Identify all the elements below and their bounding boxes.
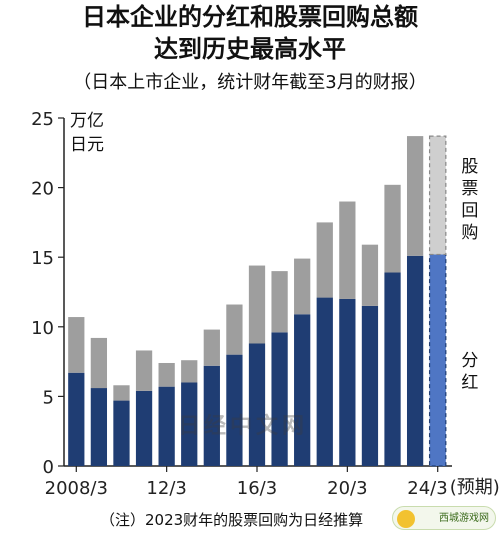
forecast-label: (预期) — [450, 477, 500, 498]
bar-dividend — [339, 298, 356, 466]
bar-buyback — [271, 271, 288, 333]
bar-buyback — [135, 350, 153, 391]
bar-buyback — [406, 136, 424, 256]
bar-dividend — [428, 253, 447, 467]
logo-icon — [397, 510, 415, 528]
bar-dividend — [226, 354, 243, 466]
chart-note: （注）2023财年的股票回购为日经推算 — [100, 511, 364, 529]
site-logo: 西城游戏网 — [392, 506, 496, 530]
bar-buyback — [181, 360, 198, 383]
bar-buyback — [113, 385, 130, 401]
bar-dividend — [68, 372, 85, 466]
bar-dividend — [203, 365, 220, 466]
x-tick-label: 20/3 — [327, 478, 367, 499]
bar-dividend — [135, 390, 153, 466]
bar-buyback — [339, 201, 356, 299]
chart-subtitle: （日本上市企业，统计财年截至3月的财报） — [73, 72, 427, 93]
bar-buyback — [316, 222, 333, 298]
y-tick-label: 20 — [31, 179, 54, 200]
bar-buyback — [203, 329, 220, 366]
x-tick-label: 2008/3 — [45, 478, 108, 499]
bar-buyback — [294, 258, 311, 315]
bar-dividend — [113, 400, 130, 466]
y-unit-label-line2: 日元 — [70, 135, 104, 155]
x-tick-label: 12/3 — [146, 478, 186, 499]
legend-label-buyback: 回 — [461, 201, 478, 221]
bar-dividend — [90, 388, 108, 466]
bar-buyback — [226, 304, 243, 355]
legend-label-buyback: 购 — [461, 223, 478, 243]
legend-label-dividend: 红 — [461, 373, 478, 393]
bar-dividend — [384, 272, 401, 466]
chart-title-line1: 日本企业的分红和股票回购总额 — [82, 3, 418, 31]
legend-label-buyback: 股 — [461, 157, 478, 177]
bar-dividend — [316, 297, 333, 466]
y-tick-label: 25 — [31, 109, 54, 130]
bar-buyback — [428, 135, 447, 256]
y-tick-label: 0 — [43, 457, 54, 478]
y-tick-label: 5 — [43, 387, 54, 408]
bar-dividend — [361, 305, 379, 466]
x-tick-label: 24/3 — [407, 478, 447, 499]
bar-dividend — [248, 343, 266, 466]
y-tick-label: 10 — [31, 318, 54, 339]
bar-buyback — [361, 244, 379, 306]
chart-title-line2: 达到历史最高水平 — [154, 35, 346, 63]
bar-buyback — [384, 184, 401, 273]
legend-label-dividend: 分 — [461, 351, 478, 371]
bar-buyback — [248, 265, 266, 344]
watermark: 日经中文网 — [178, 414, 309, 439]
bar-buyback — [90, 337, 108, 389]
y-unit-label-line1: 万亿 — [70, 111, 104, 131]
logo-text: 西城游戏网 — [439, 513, 489, 524]
bar-buyback — [68, 317, 85, 373]
legend-label-buyback: 票 — [461, 179, 478, 199]
y-tick-label: 15 — [31, 248, 54, 269]
bar-dividend — [406, 255, 424, 466]
bar-buyback — [158, 362, 175, 387]
bar-dividend — [158, 386, 175, 466]
bar-dividend — [181, 382, 198, 466]
x-tick-label: 16/3 — [237, 478, 277, 499]
bar-dividend — [271, 332, 288, 466]
bar-dividend — [294, 314, 311, 466]
